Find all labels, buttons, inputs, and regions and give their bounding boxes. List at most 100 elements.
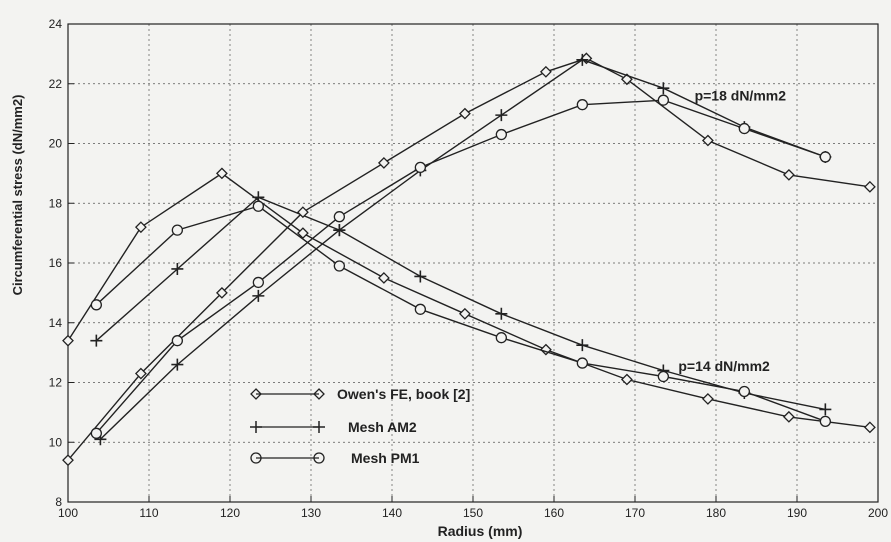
data-point bbox=[377, 156, 390, 169]
data-point bbox=[495, 128, 508, 141]
data-point bbox=[539, 65, 552, 78]
data-point bbox=[863, 180, 876, 193]
data-point bbox=[738, 385, 750, 398]
series-line bbox=[95, 205, 826, 422]
series-line bbox=[95, 196, 826, 411]
data-point bbox=[576, 357, 588, 369]
data-point bbox=[458, 107, 471, 120]
data-point bbox=[819, 151, 831, 163]
data-point bbox=[414, 270, 427, 283]
data-point bbox=[171, 224, 184, 236]
legend-label: Mesh PM1 bbox=[351, 450, 420, 466]
data-point bbox=[738, 122, 750, 135]
series-circle-p14 bbox=[90, 200, 831, 427]
data-point bbox=[495, 307, 508, 320]
data-point bbox=[252, 276, 265, 289]
data-point bbox=[134, 221, 147, 234]
data-point bbox=[819, 403, 832, 416]
data-point bbox=[333, 260, 346, 272]
data-point bbox=[215, 286, 228, 299]
circle-marker-icon bbox=[313, 452, 325, 464]
y-tick-label: 8 bbox=[55, 495, 62, 509]
data-point bbox=[296, 206, 309, 219]
series-diamond-p14 bbox=[62, 167, 876, 434]
data-point bbox=[171, 335, 184, 347]
x-tick-label: 200 bbox=[868, 506, 888, 520]
data-point bbox=[215, 167, 228, 180]
circle-marker-icon bbox=[250, 452, 262, 464]
y-tick-label: 24 bbox=[49, 17, 63, 31]
data-point bbox=[62, 454, 74, 467]
data-point bbox=[782, 168, 795, 181]
data-point bbox=[495, 332, 508, 344]
y-tick-label: 10 bbox=[49, 435, 63, 449]
legend: Owen's FE, book [2] Mesh AM2 Mesh PM1 bbox=[250, 386, 470, 466]
series-line bbox=[67, 57, 871, 461]
x-tick-label: 190 bbox=[787, 506, 807, 520]
legend-item-mesh-pm1: Mesh PM1 bbox=[250, 450, 420, 466]
data-point bbox=[90, 427, 102, 439]
y-tick-label: 22 bbox=[49, 77, 63, 91]
legend-item-mesh-am2: Mesh AM2 bbox=[250, 419, 417, 435]
x-tick-label: 140 bbox=[382, 506, 402, 520]
data-point bbox=[414, 303, 427, 315]
data-point bbox=[657, 370, 669, 383]
data-point bbox=[576, 99, 588, 111]
series-line bbox=[99, 59, 826, 440]
data-point bbox=[377, 272, 390, 284]
data-point bbox=[576, 339, 589, 352]
series-group bbox=[62, 52, 876, 467]
x-tick-label: 170 bbox=[625, 506, 645, 520]
data-point bbox=[414, 161, 427, 174]
legend-label: Mesh AM2 bbox=[348, 419, 417, 435]
y-tick-label: 14 bbox=[49, 316, 63, 330]
data-point bbox=[333, 211, 346, 223]
data-point bbox=[171, 262, 184, 275]
data-point bbox=[701, 393, 714, 405]
data-point bbox=[657, 82, 670, 95]
x-tick-label: 180 bbox=[706, 506, 726, 520]
data-point bbox=[576, 53, 589, 66]
x-tick-label: 100 bbox=[58, 506, 78, 520]
data-point bbox=[782, 410, 795, 423]
series-line bbox=[95, 99, 826, 434]
plus-marker-icon bbox=[250, 421, 262, 433]
data-point bbox=[819, 415, 831, 427]
plus-marker-icon bbox=[313, 421, 325, 433]
y-tick-label: 12 bbox=[49, 376, 63, 390]
x-tick-label: 120 bbox=[220, 506, 240, 520]
legend-item-owens-fe: Owen's FE, book [2] bbox=[250, 386, 470, 402]
data-point bbox=[252, 200, 265, 212]
data-point bbox=[171, 358, 184, 371]
data-point bbox=[701, 134, 714, 147]
data-point bbox=[62, 334, 74, 347]
x-tick-label: 110 bbox=[139, 506, 158, 520]
data-point bbox=[495, 109, 508, 122]
y-axis-title: Circumferential stress (dN/mm2) bbox=[10, 95, 25, 296]
diamond-marker-icon bbox=[250, 388, 262, 400]
x-axis-title: Radius (mm) bbox=[438, 523, 523, 539]
data-point bbox=[657, 94, 669, 106]
y-tick-label: 18 bbox=[49, 196, 63, 210]
x-tick-label: 160 bbox=[544, 506, 564, 520]
annotation-p14: p=14 dN/mm2 bbox=[678, 358, 770, 374]
data-point bbox=[863, 421, 876, 434]
data-point bbox=[90, 299, 102, 311]
axis-ticks: 100 110 120 130 140 150 160 170 180 190 200 8 10 12 14… bbox=[49, 17, 889, 520]
data-point bbox=[90, 334, 103, 347]
y-tick-label: 20 bbox=[49, 137, 63, 151]
data-point bbox=[134, 367, 147, 380]
x-tick-label: 130 bbox=[301, 506, 321, 520]
data-point bbox=[620, 373, 633, 386]
legend-label: Owen's FE, book [2] bbox=[337, 386, 470, 402]
y-tick-label: 16 bbox=[49, 256, 63, 270]
series-circle-p18 bbox=[90, 94, 831, 439]
data-point bbox=[333, 224, 346, 237]
x-tick-label: 150 bbox=[463, 506, 483, 520]
annotation-p18: p=18 dN/mm2 bbox=[695, 88, 787, 104]
data-point bbox=[296, 227, 309, 240]
data-point bbox=[458, 307, 471, 320]
diamond-marker-icon bbox=[313, 388, 325, 400]
